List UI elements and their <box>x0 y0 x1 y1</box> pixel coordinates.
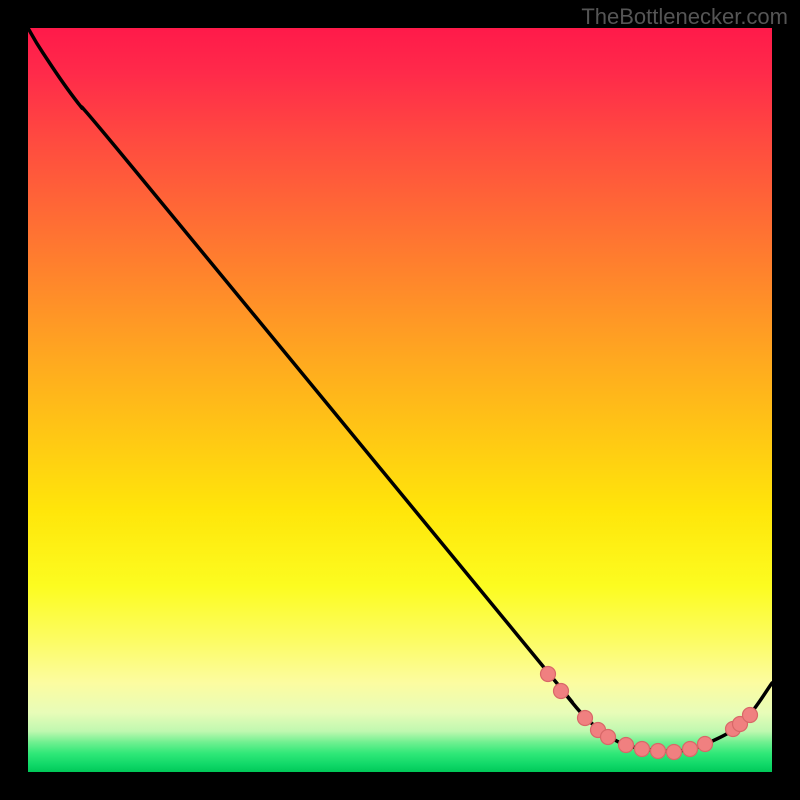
data-marker <box>619 738 634 753</box>
data-marker <box>541 667 556 682</box>
data-marker <box>683 742 698 757</box>
bottleneck-curve <box>28 28 772 751</box>
data-marker <box>601 730 616 745</box>
data-marker <box>667 745 682 760</box>
data-marker <box>554 684 569 699</box>
chart-plot-area <box>28 28 772 772</box>
data-marker <box>743 708 758 723</box>
data-marker <box>651 744 666 759</box>
data-marker <box>635 742 650 757</box>
watermark-text: TheBottlenecker.com <box>581 4 788 30</box>
chart-curve-layer <box>28 28 772 772</box>
data-markers <box>541 667 758 760</box>
data-marker <box>578 711 593 726</box>
data-marker <box>698 737 713 752</box>
